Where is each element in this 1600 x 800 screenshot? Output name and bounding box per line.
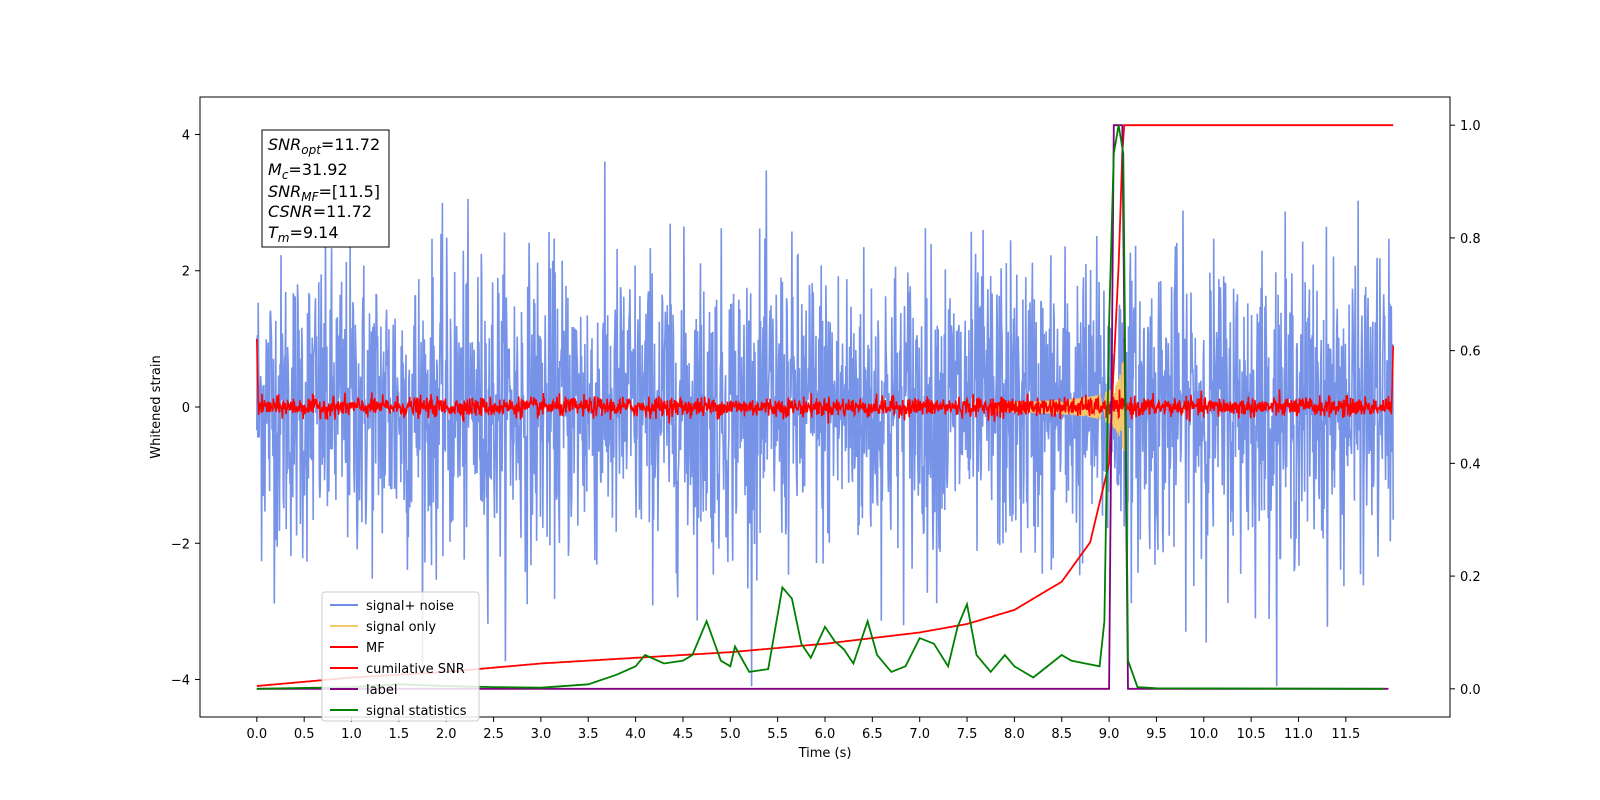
y-tick-label: 0 — [182, 401, 190, 416]
tm-label: Tm=9.14 — [268, 223, 339, 245]
y-tick-label: 4 — [182, 128, 190, 143]
y-tick-label: −4 — [171, 674, 190, 689]
x-tick-label: 6.5 — [862, 727, 883, 742]
x-tick-label: 0.0 — [246, 727, 267, 742]
x-tick-label: 8.0 — [1004, 727, 1025, 742]
y2-tick-label: 0.0 — [1460, 683, 1481, 698]
y-axis-label: Whitened strain — [149, 355, 164, 458]
y-tick-label: 2 — [182, 265, 190, 280]
y-tick-label: −2 — [171, 537, 190, 552]
legend-label-mf: MF — [366, 641, 385, 656]
x-tick-label: 8.5 — [1051, 727, 1072, 742]
y2-tick-label: 1.0 — [1460, 119, 1481, 134]
x-axis-label: Time (s) — [798, 746, 852, 761]
x-tick-label: 3.5 — [578, 727, 599, 742]
x-tick-label: 10.0 — [1189, 727, 1218, 742]
x-tick-label: 11.5 — [1331, 727, 1360, 742]
x-tick-label: 4.5 — [673, 727, 694, 742]
y2-tick-label: 0.8 — [1460, 232, 1481, 247]
x-tick-label: 7.5 — [957, 727, 978, 742]
x-tick-label: 1.5 — [389, 727, 410, 742]
series-signal-noise — [256, 161, 1394, 687]
y2-tick-label: 0.2 — [1460, 570, 1481, 585]
x-tick-label: 7.0 — [909, 727, 930, 742]
y-axis-ticks: 4 2 0 −2 −4 — [171, 128, 200, 689]
x-tick-label: 10.5 — [1237, 727, 1266, 742]
legend-label-signal-statistics: signal statistics — [366, 704, 467, 719]
x-tick-label: 6.0 — [815, 727, 836, 742]
legend: signal+ noise signal only MF cumilative … — [321, 591, 480, 722]
mc-label: Mc=31.92 — [268, 160, 348, 182]
series-mf — [256, 338, 1394, 424]
legend-label-signal-only: signal only — [366, 620, 436, 635]
legend-label-signal-noise: signal+ noise — [366, 599, 454, 614]
x-tick-label: 2.5 — [483, 727, 504, 742]
x-tick-label: 9.5 — [1146, 727, 1167, 742]
x-tick-label: 9.0 — [1099, 727, 1120, 742]
x-axis-ticks: 0.0 0.5 1.0 1.5 2.0 2.5 3.0 3.5 4.0 4.5 5.0 5.5 6.0 6… — [246, 717, 1360, 742]
x-tick-label: 3.0 — [531, 727, 552, 742]
x-tick-label: 0.5 — [294, 727, 315, 742]
x-tick-label: 4.0 — [625, 727, 646, 742]
snr-opt-label: SNRopt=11.72 — [268, 135, 380, 157]
x-tick-label: 2.0 — [436, 727, 457, 742]
snr-mf-label: SNRMF=[11.5] — [268, 182, 380, 204]
y2-axis-ticks: 1.0 0.8 0.6 0.4 0.2 0.0 — [1450, 119, 1481, 698]
legend-label-label: label — [366, 683, 397, 698]
csnr-label: CSNR=11.72 — [268, 202, 372, 221]
x-tick-label: 11.0 — [1284, 727, 1313, 742]
info-box: SNRopt=11.72 Mc=31.92 SNRMF=[11.5] CSNR=… — [261, 129, 390, 248]
y2-tick-label: 0.6 — [1460, 345, 1481, 360]
x-tick-label: 1.0 — [341, 727, 362, 742]
series-signal-statistics — [256, 125, 1384, 690]
x-tick-label: 5.0 — [720, 727, 741, 742]
x-tick-label: 5.5 — [767, 727, 788, 742]
y2-tick-label: 0.4 — [1460, 457, 1481, 472]
legend-label-cumulative-snr: cumilative SNR — [366, 662, 465, 677]
